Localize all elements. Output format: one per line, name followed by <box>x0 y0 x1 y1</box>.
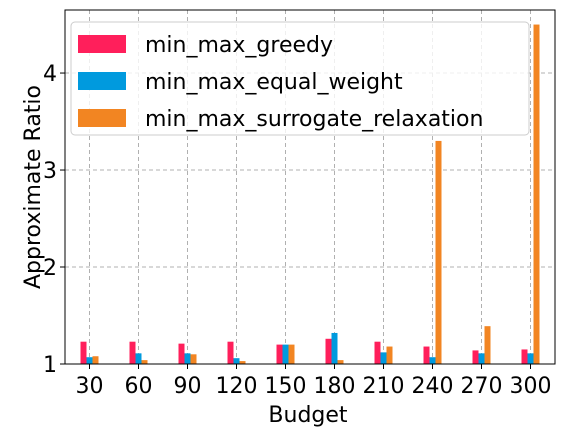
bar-min_max_greedy-90 <box>178 343 185 364</box>
x-tick-label: 150 <box>265 374 307 399</box>
bar-min_max_greedy-300 <box>521 349 528 364</box>
legend-label: min_max_greedy <box>145 33 333 58</box>
bar-min_max_greedy-150 <box>276 344 283 364</box>
bar-min_max_surrogate_relaxation-120 <box>239 361 246 364</box>
y-tick-label: 3 <box>43 159 57 184</box>
bar-min_max_equal_weight-90 <box>184 353 191 364</box>
bar-min_max_surrogate_relaxation-150 <box>288 344 295 364</box>
legend-frame <box>70 21 530 136</box>
bar-min_max_equal_weight-300 <box>527 353 534 364</box>
bar-min_max_surrogate_relaxation-300 <box>533 24 540 365</box>
bar-min_max_surrogate_relaxation-180 <box>337 360 344 364</box>
x-tick-label: 90 <box>174 374 202 399</box>
x-axis-label: Budget <box>268 403 348 428</box>
y-tick-label: 2 <box>43 256 57 281</box>
x-tick-label: 60 <box>125 374 153 399</box>
legend-swatch-min_max_equal_weight <box>78 72 126 90</box>
x-tick-label: 270 <box>461 374 503 399</box>
legend: min_max_greedy min_max_equal_weight min_ma… <box>70 21 530 136</box>
bar-min_max_equal_weight-30 <box>86 357 93 364</box>
legend-swatch-min_max_greedy <box>78 35 126 53</box>
y-tick-label: 1 <box>43 353 57 378</box>
bar-min_max_surrogate_relaxation-270 <box>484 326 491 364</box>
bar-min_max_equal_weight-240 <box>429 357 436 364</box>
bar-min_max_greedy-120 <box>227 341 234 364</box>
bar-min_max_greedy-240 <box>423 346 430 364</box>
x-tick-label: 240 <box>412 374 454 399</box>
bar-min_max_greedy-180 <box>325 338 332 364</box>
bar-min_max_surrogate_relaxation-30 <box>92 356 99 364</box>
bar-min_max_surrogate_relaxation-60 <box>141 360 148 364</box>
axis-ticks: 30 60 90 120 150 180 210 240 270 300 1 2 3 4 <box>43 62 552 399</box>
bar-min_max_equal_weight-60 <box>135 353 142 364</box>
y-axis-label: Approximate Ratio <box>21 85 46 289</box>
bars <box>80 24 540 365</box>
x-tick-label: 180 <box>314 374 356 399</box>
legend-label: min_max_surrogate_relaxation <box>145 107 483 132</box>
bar-min_max_greedy-270 <box>472 350 479 364</box>
bar-min_max_equal_weight-150 <box>282 344 289 364</box>
bar-min_max_greedy-30 <box>80 341 87 364</box>
bar-min_max_equal_weight-180 <box>331 332 338 364</box>
legend-swatch-min_max_surrogate_relaxation <box>78 109 126 127</box>
legend-label: min_max_equal_weight <box>145 70 403 95</box>
bar-min_max_equal_weight-270 <box>478 353 485 364</box>
x-tick-label: 30 <box>76 374 104 399</box>
bar-min_max_greedy-60 <box>129 341 136 364</box>
bar-min_max_surrogate_relaxation-90 <box>190 354 197 364</box>
y-tick-label: 4 <box>43 62 57 87</box>
bar-min_max_equal_weight-120 <box>233 358 240 364</box>
x-tick-label: 120 <box>216 374 258 399</box>
bar-min_max_equal_weight-210 <box>380 352 387 364</box>
x-tick-label: 210 <box>363 374 405 399</box>
plot-frame <box>64 9 556 365</box>
bar-min_max_greedy-210 <box>374 341 381 364</box>
bar-min_max_surrogate_relaxation-210 <box>386 346 393 364</box>
bar-min_max_surrogate_relaxation-240 <box>435 140 442 364</box>
x-tick-label: 300 <box>510 374 552 399</box>
